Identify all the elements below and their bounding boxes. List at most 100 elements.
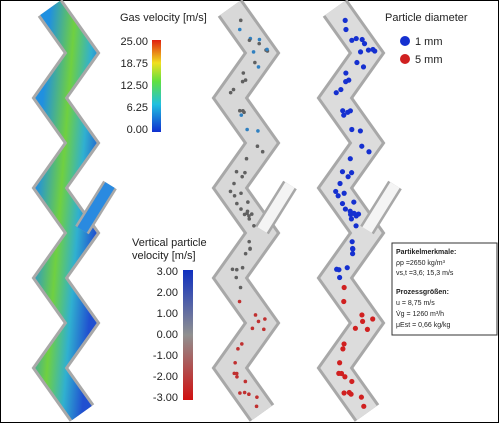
particle bbox=[334, 267, 339, 272]
colorbar-tick-label: 2.00 bbox=[157, 287, 178, 299]
particle bbox=[342, 191, 347, 196]
particle bbox=[247, 392, 251, 396]
particle bbox=[348, 392, 353, 397]
particle bbox=[255, 395, 259, 399]
particle bbox=[235, 372, 239, 376]
particle bbox=[245, 128, 249, 132]
legend-title: Particle diameter bbox=[385, 12, 468, 24]
info-line: ρp =2650 kg/m³ bbox=[396, 260, 446, 267]
legend-marker bbox=[400, 36, 410, 46]
particle bbox=[241, 266, 245, 270]
colorbar-tick-label: -2.00 bbox=[153, 371, 178, 383]
particle bbox=[346, 174, 351, 179]
particle bbox=[349, 379, 354, 384]
particle bbox=[248, 38, 252, 42]
colorbar-tick-label: 3.00 bbox=[157, 266, 178, 278]
particle bbox=[238, 109, 242, 113]
legend-label: 1 mm bbox=[415, 36, 443, 48]
particle bbox=[365, 327, 370, 332]
particle bbox=[231, 267, 235, 271]
particle bbox=[359, 144, 364, 149]
figure: Gas velocity [m/s] 25.0018.7512.506.250.… bbox=[0, 0, 499, 423]
particle bbox=[340, 169, 345, 174]
particle bbox=[235, 375, 239, 379]
particle bbox=[348, 108, 353, 113]
particle bbox=[351, 199, 356, 204]
particle bbox=[337, 181, 342, 186]
colorbar-tick-label: 0.00 bbox=[127, 124, 148, 136]
particle bbox=[254, 313, 258, 317]
particle bbox=[240, 175, 244, 179]
particle bbox=[258, 38, 262, 42]
particle bbox=[247, 240, 251, 244]
particle bbox=[243, 391, 247, 395]
particle bbox=[238, 300, 242, 304]
particle bbox=[265, 48, 269, 52]
particle bbox=[232, 182, 236, 186]
particle bbox=[340, 346, 345, 351]
particle bbox=[350, 247, 355, 252]
particle bbox=[238, 391, 242, 395]
particle bbox=[354, 213, 359, 218]
particle bbox=[349, 38, 354, 43]
particle bbox=[361, 64, 366, 69]
particle bbox=[341, 390, 346, 395]
particle bbox=[343, 206, 348, 211]
particle-colorbar bbox=[183, 270, 193, 400]
colorbar-tick-label: 6.25 bbox=[127, 102, 148, 114]
particle bbox=[342, 285, 347, 290]
particle bbox=[334, 90, 339, 95]
particle-colorbar-title: velocity [m/s] bbox=[132, 250, 196, 262]
particle bbox=[343, 70, 348, 75]
particle bbox=[366, 149, 371, 154]
info-line: V̇g = 1260 m³/h bbox=[396, 310, 444, 318]
particle bbox=[336, 193, 341, 198]
particle bbox=[251, 327, 255, 331]
particle bbox=[341, 299, 346, 304]
particle bbox=[350, 239, 355, 244]
particle bbox=[343, 27, 348, 32]
particle bbox=[239, 19, 243, 23]
gas-colorbar bbox=[152, 40, 161, 132]
particle bbox=[236, 347, 240, 351]
particle bbox=[359, 312, 364, 317]
particle bbox=[233, 194, 237, 198]
particle bbox=[340, 108, 345, 113]
particle bbox=[229, 190, 233, 194]
particle bbox=[342, 374, 347, 379]
particle bbox=[234, 276, 238, 280]
particle bbox=[245, 157, 249, 161]
particle bbox=[338, 87, 343, 92]
particle bbox=[350, 251, 355, 256]
particle bbox=[253, 61, 257, 65]
particle bbox=[244, 78, 248, 82]
particle bbox=[257, 65, 261, 69]
particle bbox=[244, 252, 248, 256]
particle bbox=[244, 380, 248, 384]
gas-colorbar-title: Gas velocity [m/s] bbox=[120, 12, 207, 24]
particle bbox=[358, 49, 363, 54]
particle bbox=[348, 156, 353, 161]
particle bbox=[353, 223, 358, 228]
particle bbox=[252, 50, 256, 54]
particle bbox=[256, 144, 260, 148]
particle bbox=[255, 405, 259, 409]
particle bbox=[349, 216, 354, 221]
info-line: u = 8,75 m/s bbox=[396, 300, 435, 307]
particle bbox=[248, 247, 252, 251]
particle bbox=[362, 41, 367, 46]
particle bbox=[370, 47, 375, 52]
particle bbox=[257, 320, 261, 324]
colorbar-tick-label: -3.00 bbox=[153, 392, 178, 404]
particle bbox=[243, 171, 247, 175]
particle bbox=[235, 268, 239, 272]
particle bbox=[261, 150, 265, 154]
particle bbox=[341, 341, 346, 346]
colorbar-tick-label: 1.00 bbox=[157, 308, 178, 320]
particle bbox=[239, 207, 243, 211]
info-heading: Partikelmerkmale: bbox=[396, 249, 456, 256]
particle bbox=[354, 60, 359, 65]
particle bbox=[340, 201, 345, 206]
particle bbox=[235, 170, 239, 174]
particle bbox=[235, 202, 239, 206]
